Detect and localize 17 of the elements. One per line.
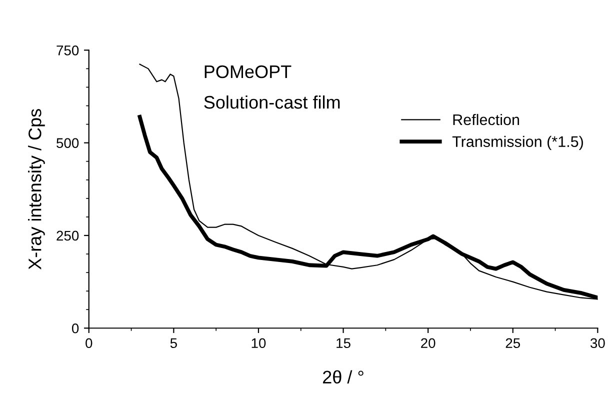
- x-tick-label: 30: [590, 338, 605, 348]
- x-tick-label: 15: [336, 338, 350, 348]
- legend-label: Reflection: [453, 114, 520, 126]
- x-tick-label: 5: [170, 338, 177, 348]
- y-tick-label: 500: [56, 138, 79, 148]
- x-tick-label: 20: [421, 338, 436, 348]
- annotation: POMeOPT: [204, 65, 292, 78]
- x-tick-label: 0: [86, 338, 92, 348]
- annotation: Solution-cast film: [204, 95, 340, 109]
- y-tick-label: 250: [56, 230, 79, 241]
- y-tick-label: 0: [72, 323, 79, 334]
- x-tick-label: 25: [506, 338, 520, 348]
- legend-label: Transmission (*1.5): [452, 136, 583, 150]
- x-axis-title: 2θ / °: [323, 370, 364, 384]
- y-axis-title: X-ray intensity / Cps: [28, 109, 45, 270]
- x-tick-label: 10: [252, 338, 266, 348]
- y-tick-label: 750: [56, 45, 79, 56]
